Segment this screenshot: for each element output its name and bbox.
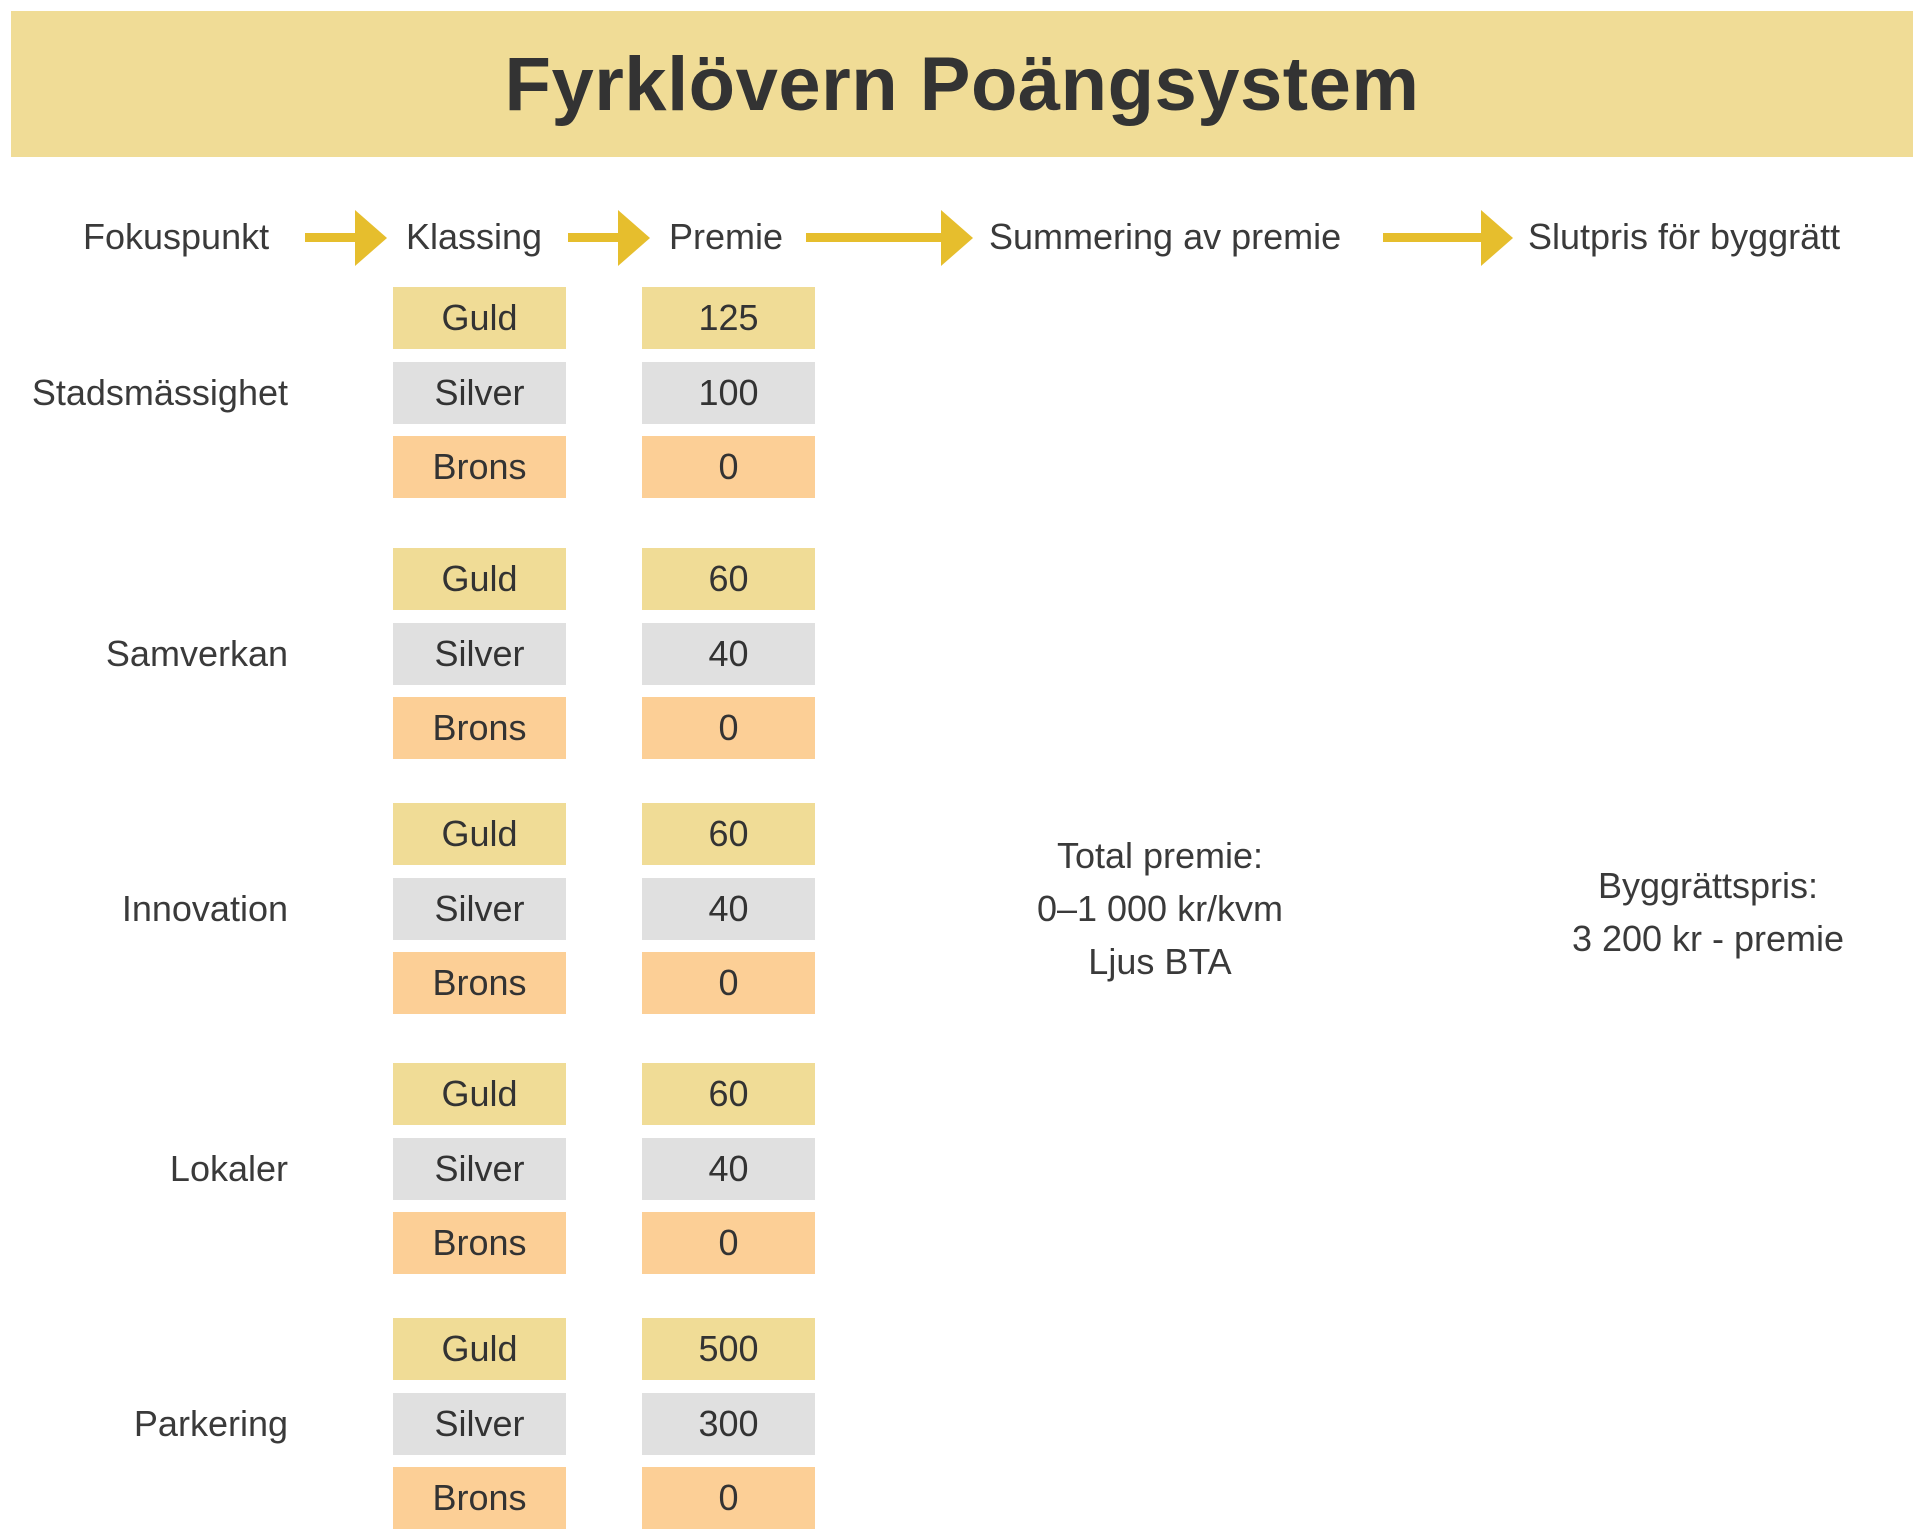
summary-line: 0–1 000 kr/kvm xyxy=(1036,888,1284,929)
focus-group: Stadsmässighet Guld Silver Brons 125 100… xyxy=(0,287,1920,499)
arrow-icon xyxy=(305,210,387,266)
premie-silver: 300 xyxy=(642,1393,815,1455)
focus-group: Parkering Guld Silver Brons 500 300 0 xyxy=(0,1318,1920,1530)
focus-point-label: Parkering xyxy=(133,1403,288,1444)
level-guld: Guld xyxy=(393,1063,566,1125)
level-guld: Guld xyxy=(393,287,566,349)
arrow-icon xyxy=(806,210,973,266)
page-title: Fyrklövern Poängsystem xyxy=(504,41,1420,127)
arrow-icon xyxy=(568,210,650,266)
arrow-icon xyxy=(1383,210,1513,266)
premie-brons: 0 xyxy=(642,1467,815,1529)
header-slutpris: Slutpris för byggrätt xyxy=(1528,216,1841,257)
level-guld: Guld xyxy=(393,803,566,865)
focus-group: Innovation Guld Silver Brons 60 40 0 xyxy=(0,803,1920,1015)
focus-point-label: Stadsmässighet xyxy=(31,372,288,413)
premie-silver: 100 xyxy=(642,362,815,424)
summary-line: Total premie: xyxy=(1056,835,1264,876)
premie-silver: 40 xyxy=(642,878,815,940)
level-brons: Brons xyxy=(393,1212,566,1274)
focus-group: Lokaler Guld Silver Brons 60 40 0 xyxy=(0,1063,1920,1275)
premie-brons: 0 xyxy=(642,1212,815,1274)
total-premie-summary: Total premie: 0–1 000 kr/kvm Ljus BTA xyxy=(1010,829,1310,988)
level-guld: Guld xyxy=(393,548,566,610)
premie-brons: 0 xyxy=(642,697,815,759)
focus-point-label: Samverkan xyxy=(105,633,288,674)
premie-guld: 60 xyxy=(642,1063,815,1125)
focus-point-label: Innovation xyxy=(121,888,288,929)
premie-silver: 40 xyxy=(642,623,815,685)
final-price-summary: Byggrättspris: 3 200 kr - premie xyxy=(1528,859,1888,965)
level-silver: Silver xyxy=(393,362,566,424)
level-silver: Silver xyxy=(393,878,566,940)
premie-guld: 60 xyxy=(642,548,815,610)
title-banner: Fyrklövern Poängsystem xyxy=(11,11,1913,157)
level-silver: Silver xyxy=(393,623,566,685)
premie-guld: 500 xyxy=(642,1318,815,1380)
header-klassing: Klassing xyxy=(406,216,543,257)
premie-brons: 0 xyxy=(642,952,815,1014)
level-guld: Guld xyxy=(393,1318,566,1380)
header-summering: Summering av premie xyxy=(989,216,1342,257)
level-brons: Brons xyxy=(393,1467,566,1529)
level-brons: Brons xyxy=(393,952,566,1014)
premie-guld: 125 xyxy=(642,287,815,349)
premie-silver: 40 xyxy=(642,1138,815,1200)
level-silver: Silver xyxy=(393,1393,566,1455)
focus-point-label: Lokaler xyxy=(169,1148,288,1189)
header-fokuspunkt: Fokuspunkt xyxy=(83,216,270,257)
focus-group: Samverkan Guld Silver Brons 60 40 0 xyxy=(0,548,1920,760)
final-price-line: 3 200 kr - premie xyxy=(1571,918,1845,959)
premie-guld: 60 xyxy=(642,803,815,865)
level-brons: Brons xyxy=(393,697,566,759)
premie-brons: 0 xyxy=(642,436,815,498)
level-silver: Silver xyxy=(393,1138,566,1200)
level-brons: Brons xyxy=(393,436,566,498)
summary-line: Ljus BTA xyxy=(1088,941,1232,982)
header-premie: Premie xyxy=(669,216,784,257)
final-price-line: Byggrättspris: xyxy=(1597,865,1819,906)
